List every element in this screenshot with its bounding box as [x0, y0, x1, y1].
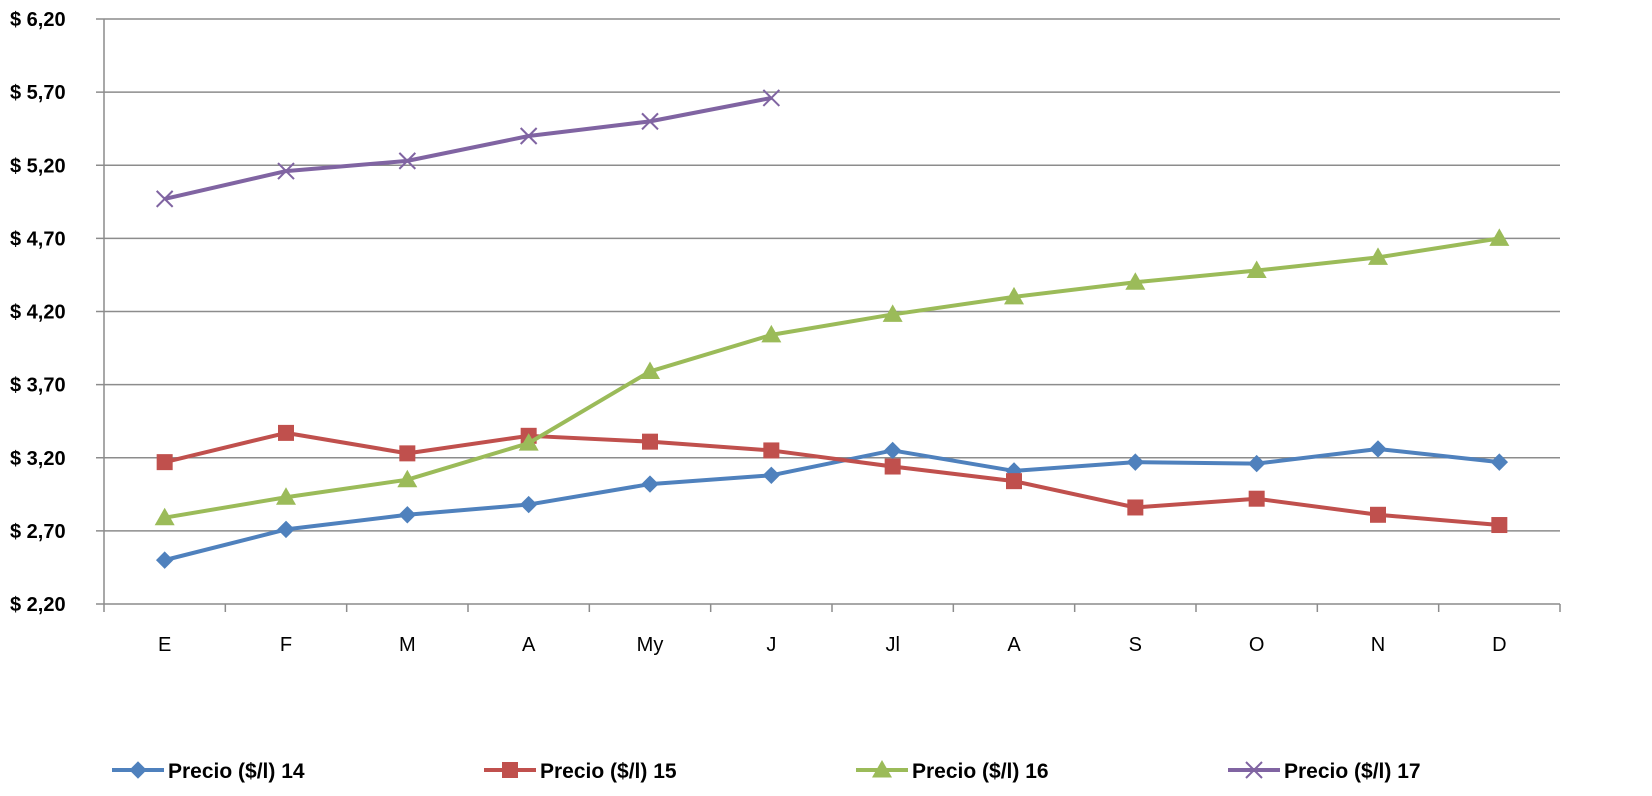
legend-item-4: Precio ($/l) 17: [1228, 760, 1421, 783]
series-4: [155, 89, 781, 208]
series-1: [155, 440, 1509, 569]
x-tick-label: My: [637, 634, 664, 656]
x-tick-label: Jl: [885, 634, 899, 656]
data-point: [399, 445, 416, 462]
data-point: [1491, 517, 1508, 534]
data-point: [398, 506, 417, 524]
series-2: [156, 424, 1508, 534]
legend-label: Precio ($/l) 17: [1284, 760, 1421, 783]
legend-label: Precio ($/l) 14: [168, 760, 305, 783]
x-tick-label: M: [399, 634, 416, 656]
data-point: [884, 458, 901, 475]
data-point: [398, 152, 417, 170]
x-tick-label: D: [1492, 634, 1506, 656]
x-tick-label: F: [280, 634, 292, 656]
data-point: [276, 487, 296, 505]
data-point: [883, 441, 902, 460]
data-point: [277, 162, 295, 180]
data-point: [155, 190, 174, 208]
data-point: [1126, 453, 1145, 471]
y-tick-label: $ 5,20: [10, 155, 66, 177]
x-tick-label: N: [1371, 634, 1385, 656]
data-point: [518, 433, 539, 451]
data-point: [277, 520, 295, 539]
series-line: [164, 430, 1500, 528]
data-point: [397, 469, 418, 488]
legend-marker: [872, 760, 892, 778]
legend-marker: [1245, 761, 1263, 779]
data-point: [1246, 260, 1267, 279]
axes: [96, 18, 1561, 612]
series-lines: [154, 89, 1510, 569]
data-point: [882, 304, 903, 322]
y-tick-label: $ 2,20: [10, 594, 66, 616]
data-point: [1369, 440, 1387, 458]
data-point: [154, 507, 175, 526]
y-tick-label: $ 6,20: [10, 9, 66, 31]
legend-item-3: Precio ($/l) 16: [856, 760, 1049, 783]
data-point: [642, 433, 658, 450]
y-tick-label: $ 3,20: [10, 448, 66, 470]
legend-marker: [502, 762, 518, 778]
legend-label: Precio ($/l) 16: [912, 760, 1049, 783]
x-axis-tick-labels: E F M A My J Jl A S O N D: [158, 634, 1507, 656]
data-point: [155, 551, 174, 569]
data-point: [1004, 286, 1024, 305]
series-3: [154, 228, 1510, 526]
y-tick-label: $ 4,20: [10, 302, 66, 324]
data-point: [1370, 506, 1386, 523]
data-point: [1247, 454, 1266, 473]
x-tick-label: A: [522, 634, 536, 656]
series-line: [164, 446, 1500, 563]
x-tick-label: E: [158, 634, 171, 656]
x-tick-label: O: [1249, 634, 1265, 656]
legend-label: Precio ($/l) 15: [540, 760, 677, 783]
y-axis-tick-labels: $ 2,20 $ 2,70 $ 3,20 $ 3,70 $ 4,20 $ 4,70 $ 5,…: [10, 9, 66, 616]
legend-item-1: Precio ($/l) 14: [112, 760, 305, 783]
y-tick-label: $ 5,70: [10, 82, 66, 104]
y-tick-label: $ 3,70: [10, 375, 66, 397]
data-point: [1489, 228, 1510, 246]
data-point: [519, 495, 538, 514]
data-point: [1248, 490, 1265, 507]
data-point: [1127, 499, 1144, 516]
x-tick-label: J: [766, 634, 776, 656]
series-line: [164, 236, 1500, 520]
data-point: [762, 89, 781, 107]
data-point: [1006, 473, 1022, 490]
data-point: [1368, 247, 1388, 265]
legend-item-2: Precio ($/l) 15: [484, 760, 677, 783]
series-line: [164, 96, 772, 201]
data-point: [641, 112, 659, 131]
data-point: [762, 466, 781, 485]
data-point: [278, 424, 294, 441]
data-point: [1125, 272, 1146, 290]
data-point: [156, 454, 173, 471]
legend: Precio ($/l) 14 Precio ($/l) 15 Precio ($/…: [112, 760, 1421, 783]
y-tick-label: $ 4,70: [10, 228, 66, 250]
data-point: [519, 127, 538, 145]
data-point: [1490, 453, 1509, 471]
data-point: [761, 324, 782, 343]
data-point: [640, 361, 660, 379]
legend-marker: [129, 761, 147, 779]
x-tick-label: A: [1007, 634, 1021, 656]
data-point: [763, 442, 780, 459]
data-point: [641, 475, 659, 493]
x-tick-label: S: [1129, 634, 1142, 656]
y-tick-label: $ 2,70: [10, 521, 66, 543]
